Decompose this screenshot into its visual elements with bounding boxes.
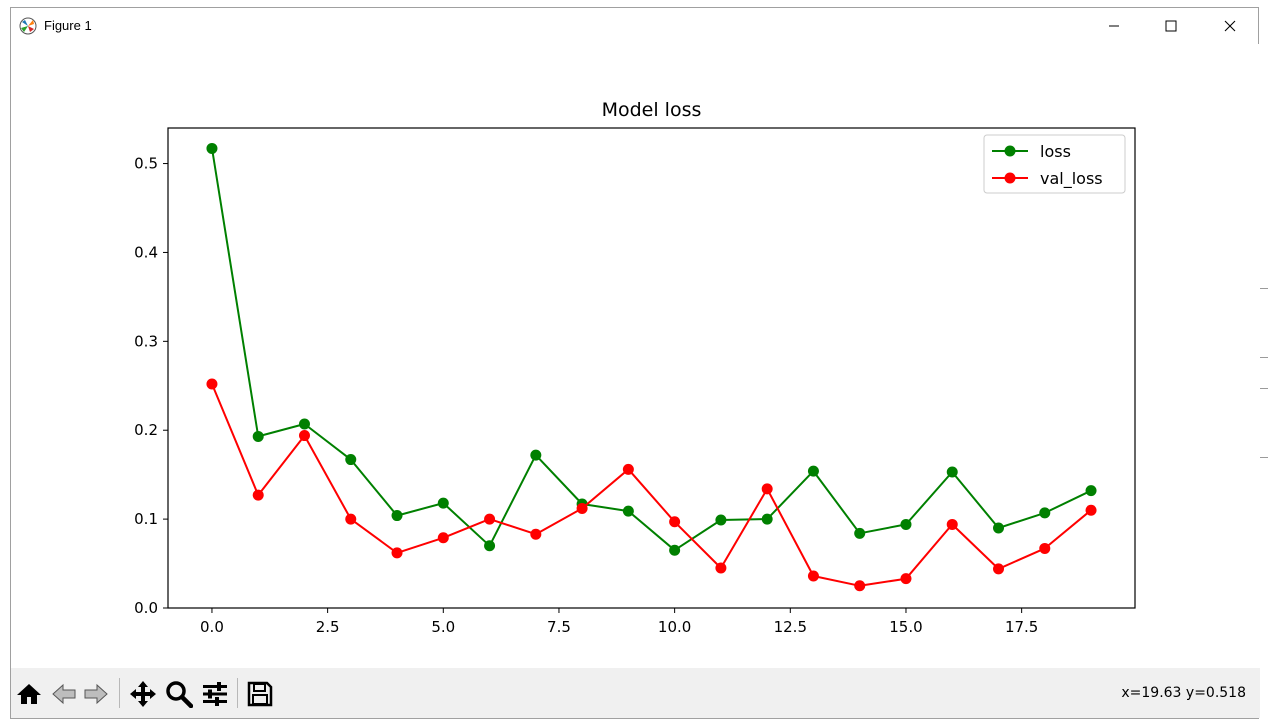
series-line-val-loss <box>211 383 1092 587</box>
cursor-coordinates: x=19.63 y=0.518 <box>1121 685 1246 701</box>
minimize-icon <box>1109 25 1119 27</box>
toolbar-separator <box>119 678 120 708</box>
data-point-loss <box>252 430 264 442</box>
edge-mark <box>1260 288 1268 289</box>
data-point-val-loss <box>761 483 773 495</box>
close-icon <box>1224 20 1236 32</box>
data-point-val-loss <box>530 528 542 540</box>
y-tick-label: 0.3 <box>134 332 158 350</box>
data-point-loss <box>946 466 958 478</box>
chart-title: Model loss <box>602 99 702 121</box>
data-point-val-loss <box>900 573 912 585</box>
x-tick-label: 15.0 <box>889 618 922 636</box>
toolbar-separator <box>237 678 238 708</box>
data-point-loss <box>669 544 681 556</box>
minimize-button[interactable] <box>1091 8 1137 44</box>
forward-icon <box>84 683 108 705</box>
close-button[interactable] <box>1207 8 1253 44</box>
data-point-loss <box>622 505 634 517</box>
data-point-loss <box>900 518 912 530</box>
loss-chart: Model loss 0.0 2.5 5.0 7.5 10.0 12.5 15.0 17.5 0.… <box>134 99 1136 636</box>
x-tick-label: 0.0 <box>200 618 224 636</box>
data-point-val-loss <box>669 516 681 528</box>
plot-frame <box>167 127 1136 609</box>
pan-icon <box>130 681 156 707</box>
data-point-val-loss <box>1085 504 1097 516</box>
data-point-loss <box>854 527 866 539</box>
edge-mark <box>1260 457 1268 458</box>
back-icon <box>52 683 76 705</box>
x-tick-label: 17.5 <box>1005 618 1038 636</box>
matplotlib-icon <box>19 17 37 35</box>
data-point-val-loss <box>252 489 264 501</box>
background-window-edge <box>1260 0 1268 721</box>
data-point-val-loss <box>391 547 403 559</box>
legend-label: val_loss <box>1040 169 1103 189</box>
data-point-val-loss <box>1039 542 1051 554</box>
data-point-val-loss <box>484 513 496 525</box>
data-point-loss <box>345 454 357 466</box>
x-tick-label: 7.5 <box>547 618 571 636</box>
data-point-loss <box>807 465 819 477</box>
data-point-val-loss <box>345 513 357 525</box>
data-point-loss <box>437 497 449 509</box>
data-point-val-loss <box>807 570 819 582</box>
y-tick-label: 0.0 <box>134 599 158 617</box>
maximize-button[interactable] <box>1148 8 1194 44</box>
series-line-loss <box>211 148 1092 552</box>
data-point-loss <box>1085 485 1097 497</box>
figure-window: Figure 1 Model loss 0.0 2.5 5.0 7.5 10.0 12.5 1… <box>10 7 1260 719</box>
edge-mark <box>1260 357 1268 358</box>
window-title: Figure 1 <box>44 18 92 33</box>
save-icon <box>247 681 273 707</box>
data-point-loss <box>530 449 542 461</box>
data-point-val-loss <box>298 430 310 442</box>
x-tick-label: 10.0 <box>658 618 691 636</box>
data-point-val-loss <box>206 378 218 390</box>
data-point-loss <box>391 510 403 522</box>
x-tick-label: 12.5 <box>774 618 807 636</box>
data-point-val-loss <box>622 463 634 475</box>
legend-label: loss <box>1040 142 1071 161</box>
forward-button[interactable] <box>80 680 112 708</box>
data-point-val-loss <box>946 518 958 530</box>
data-point-val-loss <box>854 580 866 592</box>
y-tick-label: 0.2 <box>134 421 158 439</box>
back-button[interactable] <box>48 680 80 708</box>
legend-swatch-marker <box>1004 172 1016 184</box>
navigation-toolbar: x=19.63 y=0.518 <box>11 668 1260 718</box>
data-point-loss <box>484 540 496 552</box>
data-point-val-loss <box>993 563 1005 575</box>
data-point-loss <box>206 142 218 154</box>
legend-swatch-marker <box>1004 145 1016 157</box>
data-point-val-loss <box>576 502 588 514</box>
data-point-val-loss <box>437 532 449 544</box>
data-point-loss <box>1039 507 1051 519</box>
home-icon <box>17 684 41 704</box>
data-point-loss <box>761 513 773 525</box>
y-tick-label: 0.4 <box>134 243 158 261</box>
y-tick-label: 0.1 <box>134 510 158 528</box>
configure-subplots-button[interactable] <box>199 680 231 708</box>
zoom-icon <box>166 681 193 708</box>
zoom-button[interactable] <box>163 680 195 708</box>
x-tick-label: 2.5 <box>316 618 340 636</box>
maximize-icon <box>1165 20 1177 32</box>
data-point-val-loss <box>715 562 727 574</box>
edge-mark <box>1260 388 1268 389</box>
figure-canvas[interactable]: Model loss 0.0 2.5 5.0 7.5 10.0 12.5 15.0 17.5 0.… <box>11 44 1260 668</box>
save-button[interactable] <box>244 680 276 708</box>
data-point-loss <box>993 522 1005 534</box>
home-button[interactable] <box>13 680 45 708</box>
y-tick-label: 0.5 <box>134 155 158 173</box>
pan-button[interactable] <box>127 680 159 708</box>
data-point-loss <box>298 418 310 430</box>
configure-subplots-icon <box>203 682 227 706</box>
x-tick-label: 5.0 <box>431 618 455 636</box>
data-point-loss <box>715 514 727 526</box>
title-bar[interactable]: Figure 1 <box>11 8 1258 44</box>
